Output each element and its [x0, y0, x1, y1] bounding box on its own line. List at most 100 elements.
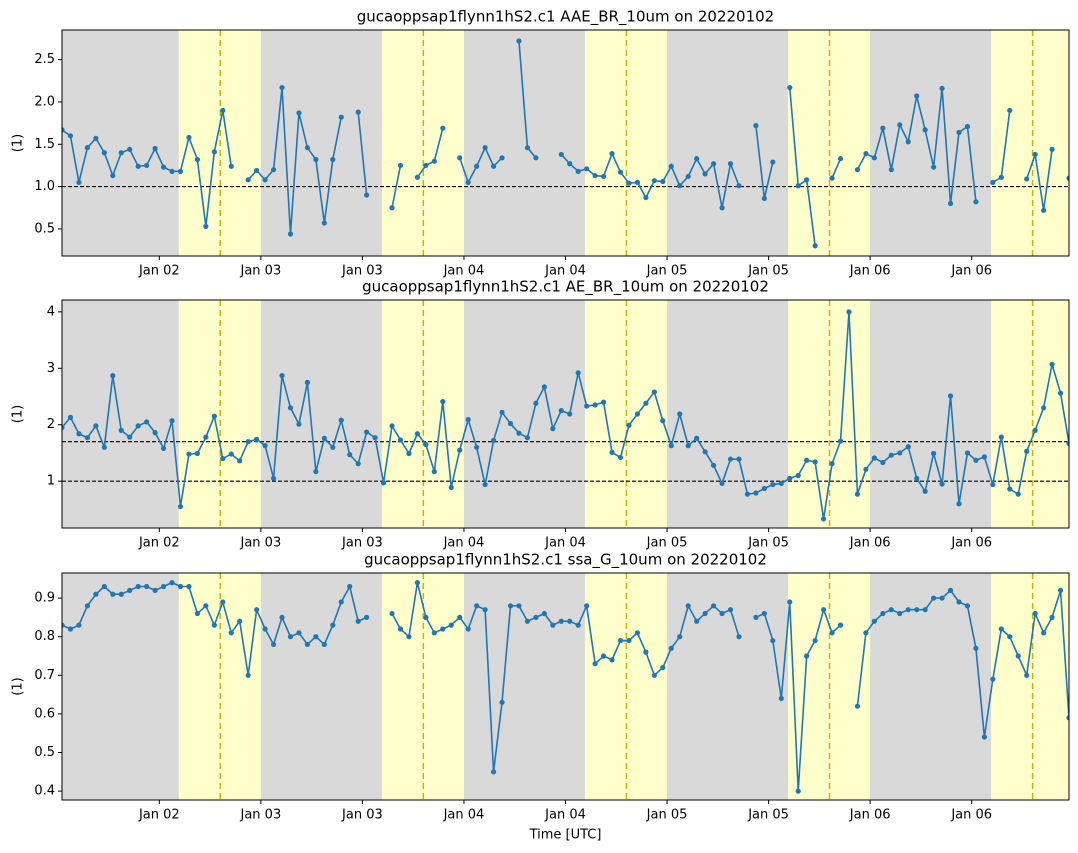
data-point: [888, 452, 894, 458]
x-tick-label: Jan 04: [544, 264, 586, 279]
data-point: [812, 459, 818, 465]
data-point: [62, 622, 65, 628]
data-point: [677, 634, 683, 640]
data-point: [609, 150, 615, 157]
data-point: [524, 145, 531, 151]
data-point: [736, 456, 742, 462]
data-point: [939, 595, 945, 601]
data-point: [1041, 630, 1047, 636]
data-point: [812, 637, 818, 644]
data-point: [880, 459, 886, 466]
data-point: [237, 618, 243, 624]
data-point: [600, 173, 607, 180]
x-tick-label: Jan 04: [443, 808, 485, 823]
data-point: [854, 703, 861, 709]
data-point: [270, 475, 277, 481]
data-point: [736, 183, 742, 189]
data-point: [626, 180, 632, 186]
data-point: [152, 587, 158, 593]
data-point: [448, 622, 454, 628]
data-point: [499, 699, 505, 705]
data-point: [262, 177, 268, 183]
data-point: [313, 468, 319, 475]
y-tick-label: 1.0: [34, 179, 55, 194]
data-point: [829, 175, 835, 181]
data-point: [431, 158, 437, 164]
x-tick-label: Jan 06: [950, 536, 992, 551]
x-tick-label: Jan 02: [138, 536, 180, 551]
data-point: [423, 162, 429, 169]
data-point: [567, 411, 573, 417]
data-point: [1057, 390, 1064, 396]
data-point: [338, 599, 344, 605]
data-point: [541, 610, 547, 617]
data-point: [110, 172, 116, 179]
data-point: [296, 421, 302, 427]
data-point: [702, 449, 708, 455]
data-point: [364, 192, 370, 198]
data-point: [110, 373, 116, 379]
day-span: [991, 30, 1069, 256]
data-point: [643, 194, 649, 201]
data-point: [507, 603, 514, 609]
y-tick-label: 0.9: [34, 591, 55, 606]
day-span: [991, 300, 1069, 528]
data-point: [643, 400, 649, 406]
data-point: [575, 370, 581, 376]
data-point: [787, 84, 793, 91]
data-point: [888, 607, 894, 613]
data-point: [211, 413, 217, 419]
data-point: [567, 618, 573, 624]
data-point: [685, 173, 691, 180]
data-point: [533, 155, 539, 161]
data-point: [727, 161, 734, 167]
data-point: [863, 466, 869, 472]
data-point: [710, 603, 717, 609]
data-point: [127, 146, 133, 152]
data-point: [854, 167, 861, 173]
data-point: [719, 480, 725, 487]
data-point: [905, 139, 911, 145]
data-point: [76, 622, 82, 628]
data-point: [1066, 175, 1069, 181]
y-axis-label: (1): [11, 677, 26, 695]
panel: 0.4 0.5 0.6 0.7 0.8 0.9 Jan 02 Jan 03 Jan 03 Jan …: [11, 551, 1070, 843]
data-point: [524, 618, 531, 624]
y-tick-label: 0.4: [34, 784, 55, 799]
data-point: [144, 162, 150, 169]
data-point: [584, 603, 590, 609]
data-point: [431, 630, 437, 636]
data-point: [931, 450, 937, 457]
data-point: [397, 437, 404, 443]
data-point: [279, 84, 285, 91]
data-point: [414, 580, 421, 586]
data-point: [956, 129, 962, 136]
x-tick-label: Jan 03: [341, 264, 383, 279]
data-point: [93, 591, 99, 597]
data-point: [440, 125, 446, 131]
data-point: [795, 183, 801, 189]
data-point: [871, 618, 877, 624]
data-point: [321, 435, 327, 441]
data-point: [76, 179, 82, 185]
x-tick-label: Jan 03: [341, 536, 383, 551]
data-point: [1024, 176, 1030, 182]
data-point: [863, 150, 869, 157]
data-point: [152, 430, 158, 436]
data-point: [84, 435, 90, 441]
data-point: [947, 200, 954, 207]
data-point: [135, 423, 141, 429]
data-point: [203, 223, 209, 229]
data-point: [287, 231, 294, 237]
data-point: [1007, 107, 1013, 114]
y-tick-label: 3: [47, 361, 55, 376]
data-point: [973, 457, 979, 463]
data-point: [702, 610, 708, 617]
data-point: [812, 243, 818, 249]
data-point: [871, 155, 877, 161]
x-tick-label: Jan 04: [443, 536, 485, 551]
data-point: [203, 434, 209, 440]
y-tick-label: 0.6: [34, 706, 55, 721]
data-point: [101, 444, 107, 450]
